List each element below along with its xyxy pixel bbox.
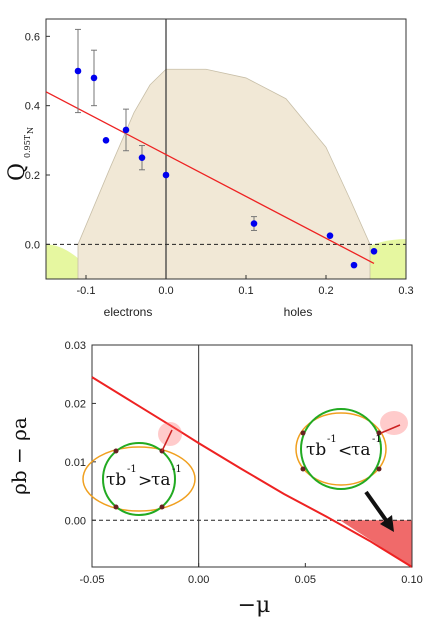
data-point [250, 220, 258, 227]
inset-dot [300, 466, 306, 472]
curve-line [91, 376, 413, 568]
y-tick-label: 0.03 [65, 340, 86, 352]
top-x-ticks: -0.1 0.0 0.1 0.2 0.3 [77, 275, 414, 297]
data-point [90, 74, 98, 82]
inset-left-relation: > [138, 471, 152, 491]
region-label-electrons: electrons [104, 305, 153, 319]
inset-circle [102, 442, 176, 516]
top-reference-lines [46, 19, 406, 279]
inset-right-tau-b: τb [306, 440, 326, 460]
x-tick-label: 0.3 [398, 285, 413, 297]
top-plot-frame [45, 18, 407, 280]
top-y-axis-label: Q [5, 163, 30, 181]
inset-right-tau-a: τa [351, 440, 371, 460]
inset-ellipse [82, 446, 196, 512]
bottom-y-axis-label: ρb − ρa [7, 417, 31, 495]
inset-left-tau-a: τa [151, 470, 171, 490]
x-tick-label: 0.2 [318, 285, 333, 297]
top-background-regions [46, 68, 406, 280]
y-tick-label: 0.01 [65, 457, 86, 469]
top-data-points [74, 28, 378, 269]
y-tick-label: 0.0 [25, 239, 40, 251]
data-point [326, 232, 334, 239]
x-tick-label: -0.1 [77, 285, 96, 297]
x-tick-label: 0.00 [188, 574, 209, 586]
inset-arrow [380, 424, 401, 434]
inset-dot [113, 504, 119, 510]
y-tick-label: 0.2 [25, 170, 40, 182]
inset-right-sup-b: -1 [327, 434, 337, 445]
bottom-plot-frame [91, 344, 413, 568]
region-label-holes: holes [284, 305, 313, 319]
inset-left-sup-a: -1 [172, 464, 182, 475]
data-point [122, 126, 130, 134]
bottom-x-axis-label: −μ [238, 593, 271, 618]
top-chart: -0.1 0.0 0.1 0.2 0.3 0.00.20.40.6 Q 0.95T N … [5, 18, 414, 319]
inset-left-tau-b: τb [106, 470, 126, 490]
bottom-curve [91, 376, 413, 568]
data-point [102, 137, 110, 144]
data-point [74, 67, 82, 75]
bottom-chart: -0.05 0.00 0.05 0.10 0.00 0.01 0.02 0.03 −μ ρb… [7, 340, 423, 618]
inset-ellipse [295, 412, 387, 486]
top-y-axis-label-subscript: 0.95T [23, 134, 32, 158]
data-point [370, 247, 378, 255]
x-tick-label: 0.0 [158, 285, 173, 297]
inset-right-relation: < [338, 441, 352, 461]
pointer-arrow [364, 490, 390, 525]
dome-region [77, 68, 371, 280]
data-point [162, 171, 170, 179]
inset-arrow [161, 429, 173, 452]
inset-dot [376, 430, 382, 436]
inset-dot [113, 448, 119, 454]
data-point [138, 154, 146, 161]
inset-left-sup-b: -1 [127, 464, 137, 475]
y-tick-label: 0.00 [65, 515, 86, 527]
top-y-ticks: 0.0 0.2 0.4 0.6 [25, 31, 50, 251]
bottom-x-ticks: -0.05 0.00 0.05 0.10 [79, 563, 423, 586]
inset-circle [300, 408, 382, 490]
y-tick-label: 0.02 [65, 398, 86, 410]
inset-right-sup-a: -1 [372, 434, 382, 445]
top-fit-line [45, 91, 375, 264]
x-tick-label: 0.1 [238, 285, 253, 297]
x-tick-label: -0.05 [79, 574, 104, 586]
y-tick-label: 0.4 [25, 101, 40, 113]
x-tick-label: 0.10 [401, 574, 422, 586]
inset-fermi-surface-right: τb -1 < τa -1 [295, 408, 408, 532]
x-tick-label: 0.05 [295, 574, 316, 586]
data-point [350, 261, 358, 269]
inset-fermi-surface-left: τb -1 > τa -1 [82, 422, 196, 516]
bottom-y-ticks: 0.00 0.01 0.02 0.03 [65, 340, 96, 527]
inset-dot [300, 430, 306, 436]
inset-dot [376, 466, 382, 472]
fit-line [45, 91, 375, 264]
bottom-reference-lines [92, 345, 412, 567]
inset-dot [159, 504, 165, 510]
y-tick-label: 0.6 [25, 31, 40, 43]
pointer-arrow-head [380, 515, 394, 532]
glow-marker [380, 411, 408, 435]
top-y-axis-label-sub-subscript: N [26, 127, 35, 134]
